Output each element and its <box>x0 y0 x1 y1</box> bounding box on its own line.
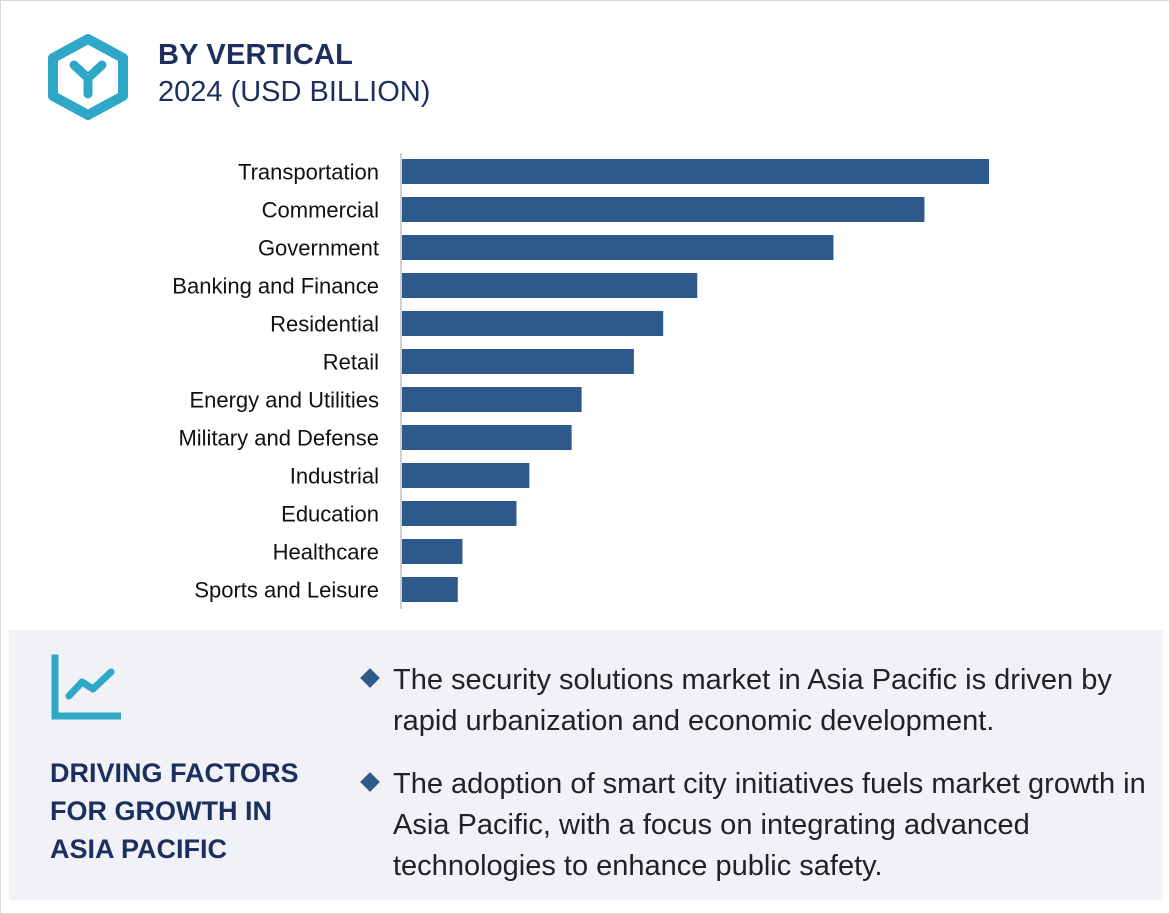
list-item: The adoption of smart city initiatives f… <box>360 764 1151 887</box>
bar-retail <box>402 349 634 374</box>
bar-residential <box>402 311 664 336</box>
diamond-bullet-icon <box>360 668 380 688</box>
bar-banking-and-finance <box>402 273 698 298</box>
diamond-bullet-icon <box>360 772 380 792</box>
category-label: Sports and Leisure <box>194 578 379 603</box>
driving-factors-title: DRIVING FACTORS FOR GROWTH IN ASIA PACIF… <box>50 758 299 864</box>
category-label: Banking and Finance <box>172 274 379 299</box>
trend-line-icon <box>49 654 123 729</box>
vertical-bar-chart: Transportation Commercial Government Bankin… <box>172 153 989 609</box>
page-subtitle: 2024 (USD BILLION) <box>158 76 431 108</box>
category-label: Retail <box>323 350 379 375</box>
bar-commercial <box>402 197 925 222</box>
category-label: Healthcare <box>273 540 379 565</box>
bar-energy-and-utilities <box>402 387 582 412</box>
bullet-text: The adoption of smart city initiatives f… <box>393 768 1146 882</box>
bullet-text: The security solutions market in Asia Pa… <box>393 664 1112 737</box>
category-label: Military and Defense <box>178 426 379 451</box>
hexagon-y-icon <box>47 34 129 125</box>
bar-healthcare <box>402 539 463 564</box>
category-label: Energy and Utilities <box>189 388 379 413</box>
bar-industrial <box>402 463 530 488</box>
page-title: BY VERTICAL <box>158 39 354 71</box>
bar-education <box>402 501 517 526</box>
list-item: The security solutions market in Asia Pa… <box>360 660 1151 742</box>
bar-military-and-defense <box>402 425 572 450</box>
driving-factors-list: The security solutions market in Asia Pa… <box>360 660 1151 909</box>
category-label: Residential <box>270 312 379 337</box>
category-label: Education <box>281 502 379 527</box>
category-label: Government <box>258 236 379 261</box>
driving-factors-panel: DRIVING FACTORS FOR GROWTH IN ASIA PACIF… <box>9 630 1163 900</box>
category-label: Industrial <box>290 464 379 489</box>
bar-sports-and-leisure <box>402 577 458 602</box>
bar-transportation <box>402 159 989 184</box>
category-label: Transportation <box>238 160 379 185</box>
category-label: Commercial <box>262 198 379 223</box>
bar-government <box>402 235 834 260</box>
